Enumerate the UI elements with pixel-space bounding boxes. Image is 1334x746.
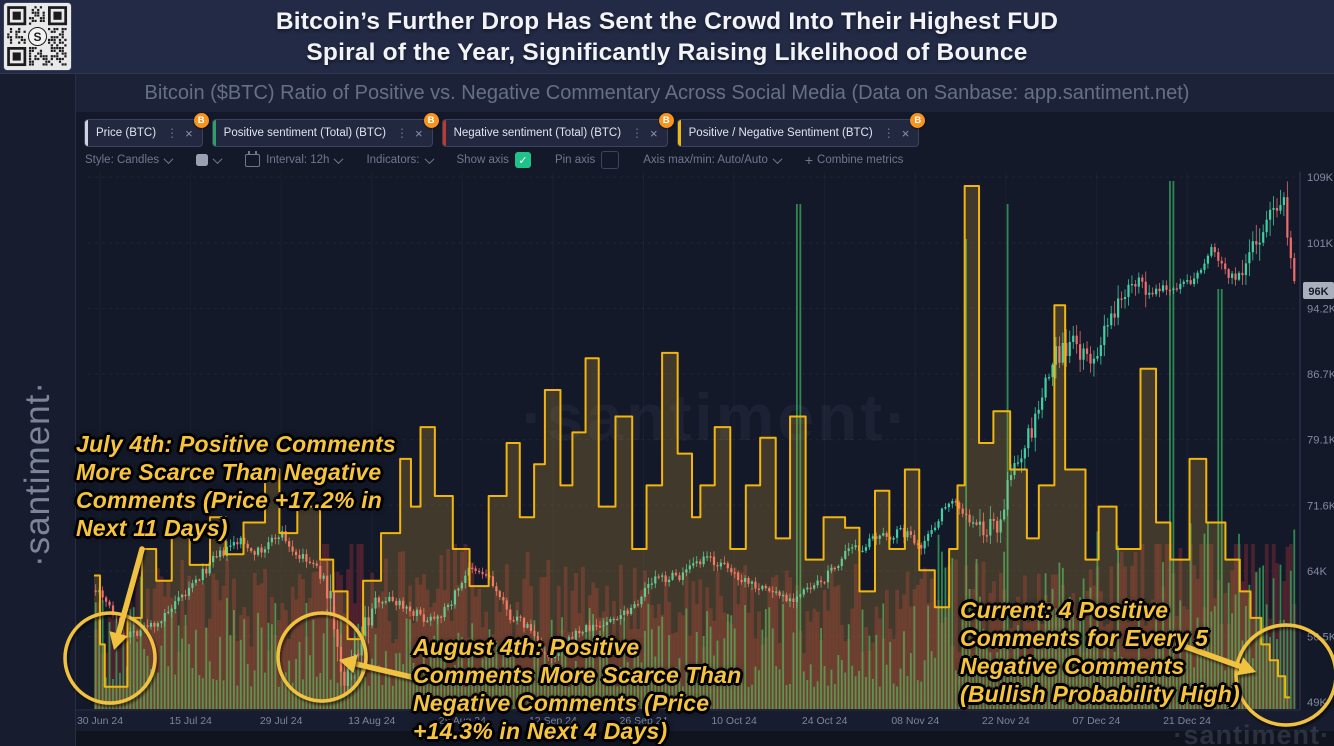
- annotation-aug4: August 4th: Positive Comments More Scarce…: [413, 633, 763, 745]
- annotation-line: August 4th: Positive: [413, 634, 640, 660]
- tab-accent-bar: [85, 120, 88, 146]
- tab-close-icon[interactable]: ×: [901, 125, 910, 141]
- tab-accent-bar: [212, 120, 216, 146]
- bitcoin-badge-icon: B: [910, 113, 926, 128]
- show-axis-toggle[interactable]: Show axis ✓: [457, 152, 531, 168]
- tab-label: Price (BTC): [96, 127, 157, 139]
- annotation-line: Comments (Price +17.2% in: [76, 487, 383, 513]
- combine-metrics-button[interactable]: + Combine metrics: [805, 152, 903, 168]
- tab-label: Positive sentiment (Total) (BTC): [223, 127, 386, 139]
- style-selector[interactable]: Style: Candles: [85, 153, 174, 166]
- swatch-icon: [196, 154, 209, 166]
- annotation-line: More Scarce Than Negative: [76, 459, 382, 485]
- chart-subtitle-bar: Bitcoin ($BTC) Ratio of Positive vs. Neg…: [0, 74, 1334, 112]
- annotation-line: Negative Comments (Price: [413, 690, 710, 716]
- interval-icon: [245, 151, 261, 167]
- tab-close-icon[interactable]: ×: [185, 125, 193, 141]
- page-title-line1: Bitcoin’s Further Drop Has Sent the Crow…: [275, 7, 1059, 35]
- svg-text:S: S: [33, 30, 41, 44]
- bottom-strip: [76, 731, 1334, 746]
- metric-tab-4[interactable]: Positive / Negative Sentiment (BTC) ⋮ × B: [676, 113, 926, 147]
- indicators-selector[interactable]: Indicators:: [366, 153, 434, 166]
- style-label: Style: Candles: [85, 154, 160, 166]
- annotation-line: July 4th: Positive Comments: [76, 431, 396, 457]
- tab-options-icon[interactable]: ⋮: [395, 126, 408, 140]
- indicators-label: Indicators:: [366, 154, 420, 166]
- chevron-down-icon: [212, 153, 223, 164]
- sidebar-watermark: ·santiment·: [18, 380, 57, 568]
- annotation-july4: July 4th: Positive Comments More Scarce T…: [76, 430, 406, 542]
- pin-axis-toggle[interactable]: Pin axis: [554, 151, 620, 169]
- show-axis-label: Show axis: [456, 154, 509, 166]
- annotation-line: Current: 4 Positive: [960, 597, 1169, 623]
- interval-label: Interval: 12h: [266, 154, 330, 166]
- tab-options-icon[interactable]: ⋮: [631, 126, 644, 140]
- tab-label: Positive / Negative Sentiment (BTC): [688, 127, 873, 139]
- tab-label: Negative sentiment (Total) (BTC): [453, 127, 622, 139]
- chevron-down-icon: [424, 153, 434, 164]
- annotation-line: Next 11 Days): [76, 515, 228, 541]
- qr-code-image: S: [4, 3, 71, 70]
- metric-tab-2[interactable]: Positive sentiment (Total) (BTC) ⋮ × B: [211, 113, 439, 147]
- combine-metrics-label: Combine metrics: [817, 154, 904, 166]
- bitcoin-badge-icon: B: [423, 113, 439, 128]
- show-axis-checkbox[interactable]: ✓: [514, 152, 531, 168]
- annotation-line: +14.3% in Next 4 Days): [413, 718, 668, 744]
- chart-toolbar: Style: Candles Interval: 12h Indicators:…: [85, 150, 903, 170]
- page-title: Bitcoin’s Further Drop Has Sent the Crow…: [276, 6, 1058, 68]
- page-title-line2: Spiral of the Year, Significantly Raisin…: [306, 38, 1028, 66]
- pin-axis-label: Pin axis: [554, 154, 596, 166]
- axis-maxmin-selector[interactable]: Axis max/min: Auto/Auto: [643, 153, 783, 166]
- tab-options-icon[interactable]: ⋮: [882, 126, 895, 140]
- chevron-down-icon: [334, 153, 344, 164]
- annotation-line: Comments More Scarce Than: [413, 662, 742, 688]
- top-banner: S Bitcoin’s Further Drop Has Sent the Cr…: [0, 0, 1334, 74]
- annotation-line: (Bullish Probability High): [960, 681, 1240, 707]
- tab-close-icon[interactable]: ×: [650, 125, 658, 141]
- chevron-down-icon: [163, 153, 174, 164]
- qr-code: S: [4, 3, 71, 70]
- tab-accent-bar: [442, 120, 446, 146]
- chart-subtitle: Bitcoin ($BTC) Ratio of Positive vs. Neg…: [144, 81, 1190, 104]
- pin-axis-checkbox[interactable]: [601, 151, 620, 169]
- axis-maxmin-label: Axis max/min: Auto/Auto: [643, 154, 768, 166]
- metric-tab-3[interactable]: Negative sentiment (Total) (BTC) ⋮ × B: [441, 113, 674, 147]
- chevron-down-icon: [772, 153, 783, 164]
- tab-close-icon[interactable]: ×: [414, 125, 423, 141]
- metric-tab-1[interactable]: Price (BTC) ⋮ × B: [84, 113, 209, 147]
- tab-accent-bar: [677, 120, 681, 146]
- tab-options-icon[interactable]: ⋮: [166, 126, 179, 140]
- annotation-line: Negative Comments: [960, 653, 1185, 679]
- bitcoin-badge-icon: B: [658, 113, 674, 128]
- annotation-line: Comments for Every 5: [960, 625, 1209, 651]
- plus-icon: +: [804, 152, 814, 168]
- bitcoin-badge-icon: B: [193, 113, 209, 128]
- x-axis-strip: [76, 710, 1334, 731]
- color-swatch-selector[interactable]: [196, 153, 223, 166]
- interval-selector[interactable]: Interval: 12h: [245, 151, 344, 167]
- left-sidebar: ·santiment·: [0, 74, 76, 746]
- metric-tabs: Price (BTC) ⋮ × B Positive sentiment (Total)…: [84, 113, 926, 147]
